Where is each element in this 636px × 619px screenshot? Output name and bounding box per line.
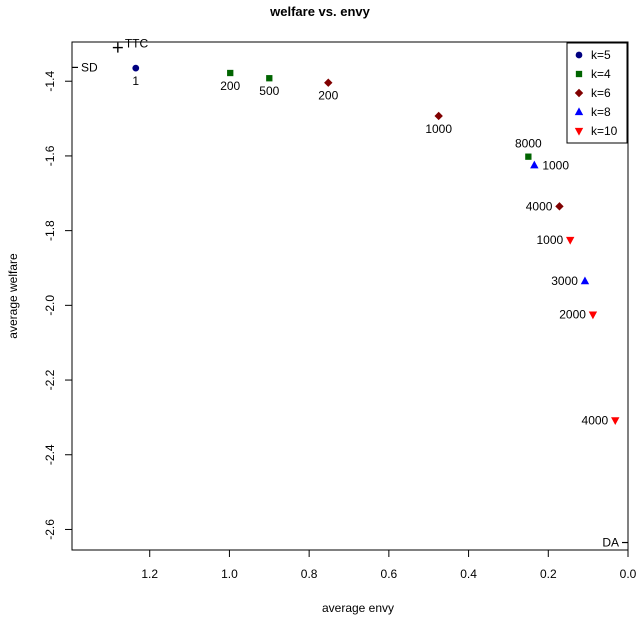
x-axis-label: average envy — [322, 601, 394, 615]
data-label: 3000 — [551, 274, 578, 288]
y-tick-label: -2.2 — [43, 369, 57, 390]
legend-label: k=10 — [591, 124, 618, 138]
data-point — [266, 75, 273, 82]
annotation-label: TTC — [125, 37, 149, 51]
data-point — [132, 64, 140, 72]
data-point — [588, 311, 598, 320]
x-tick-label: 0.4 — [460, 567, 477, 581]
data-label: 1000 — [537, 233, 564, 247]
y-tick-label: -2.0 — [43, 295, 57, 316]
annotation-label: DA — [602, 536, 619, 550]
data-label: 2000 — [559, 308, 586, 322]
data-point — [580, 276, 590, 285]
data-label: 1000 — [425, 122, 452, 136]
x-tick-label: 1.0 — [221, 567, 238, 581]
data-point — [566, 236, 575, 245]
y-tick-label: -1.8 — [43, 220, 57, 241]
x-axis: 1.2 1.0 0.8 0.6 0.4 0.2 0.0 — [141, 550, 636, 581]
data-point — [227, 69, 234, 77]
data-label: 500 — [259, 84, 279, 98]
data-label: 200 — [318, 89, 338, 103]
data-point — [525, 153, 532, 160]
data-label: 8000 — [515, 137, 542, 151]
data-label: 4000 — [526, 199, 553, 213]
legend-box — [566, 42, 628, 144]
annotation-label: SD — [81, 60, 98, 74]
x-tick-label: 1.2 — [141, 567, 158, 581]
data-point — [555, 202, 564, 211]
legend-label: k=8 — [591, 105, 611, 119]
data-point — [530, 160, 539, 169]
legend-marker — [574, 88, 584, 98]
y-tick-label: -1.6 — [43, 145, 57, 166]
data-points: 1 200 500 8000 200 1000 4000 1000 3000 1000 2000 40… — [132, 64, 620, 427]
x-tick-label: 0.8 — [301, 567, 318, 581]
annotations: TTC SD DA — [72, 37, 628, 550]
x-tick-label: 0.0 — [620, 567, 636, 581]
data-label: 1 — [132, 74, 139, 88]
x-tick-label: 0.2 — [540, 567, 557, 581]
legend-label: k=5 — [591, 48, 611, 62]
y-axis: -1.4 -1.6 -1.8 -2.0 -2.2 -2.4 -2.6 — [43, 71, 72, 540]
y-tick-label: -2.6 — [43, 519, 57, 540]
legend: k=5 k=4 k=6 k=8 k=10 — [566, 42, 628, 144]
legend-marker — [575, 51, 583, 59]
y-tick-label: -1.4 — [43, 71, 57, 92]
data-point — [324, 78, 333, 87]
data-point — [434, 111, 443, 121]
y-tick-label: -2.4 — [43, 444, 57, 465]
legend-label: k=4 — [591, 67, 611, 81]
data-label: 200 — [220, 79, 240, 93]
legend-marker — [574, 107, 584, 116]
x-tick-label: 0.6 — [381, 567, 398, 581]
data-label: 4000 — [582, 413, 609, 427]
legend-marker — [574, 127, 584, 136]
chart-title: welfare vs. envy — [269, 4, 370, 19]
legend-label: k=6 — [591, 86, 611, 100]
y-axis-label: average welfare — [6, 253, 20, 339]
data-label: 1000 — [542, 158, 569, 172]
legend-marker — [575, 70, 583, 78]
data-point — [611, 417, 620, 426]
plot-frame — [71, 41, 629, 551]
